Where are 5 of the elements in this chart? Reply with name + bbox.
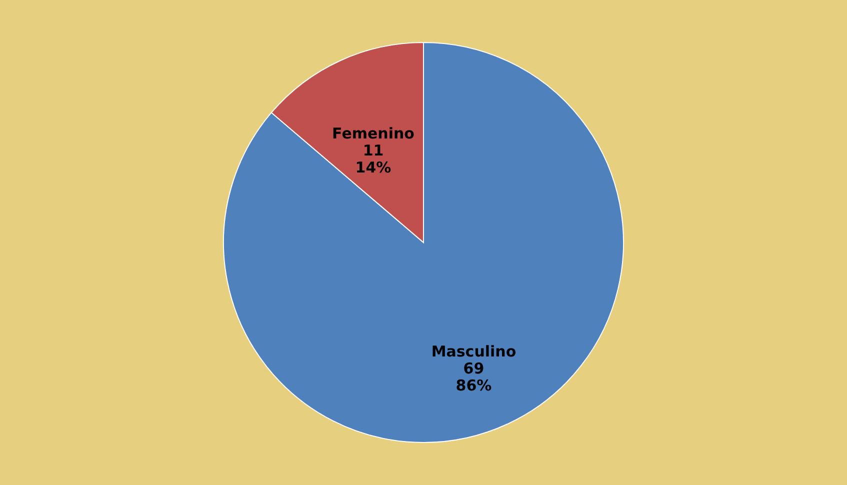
- slice-label: Femenino: [332, 124, 414, 143]
- data-label: 11 14%: [355, 142, 392, 177]
- slice-label: Masculino: [431, 342, 516, 360]
- data-label: 69 86%: [456, 359, 492, 394]
- pie-slice: [223, 42, 624, 443]
